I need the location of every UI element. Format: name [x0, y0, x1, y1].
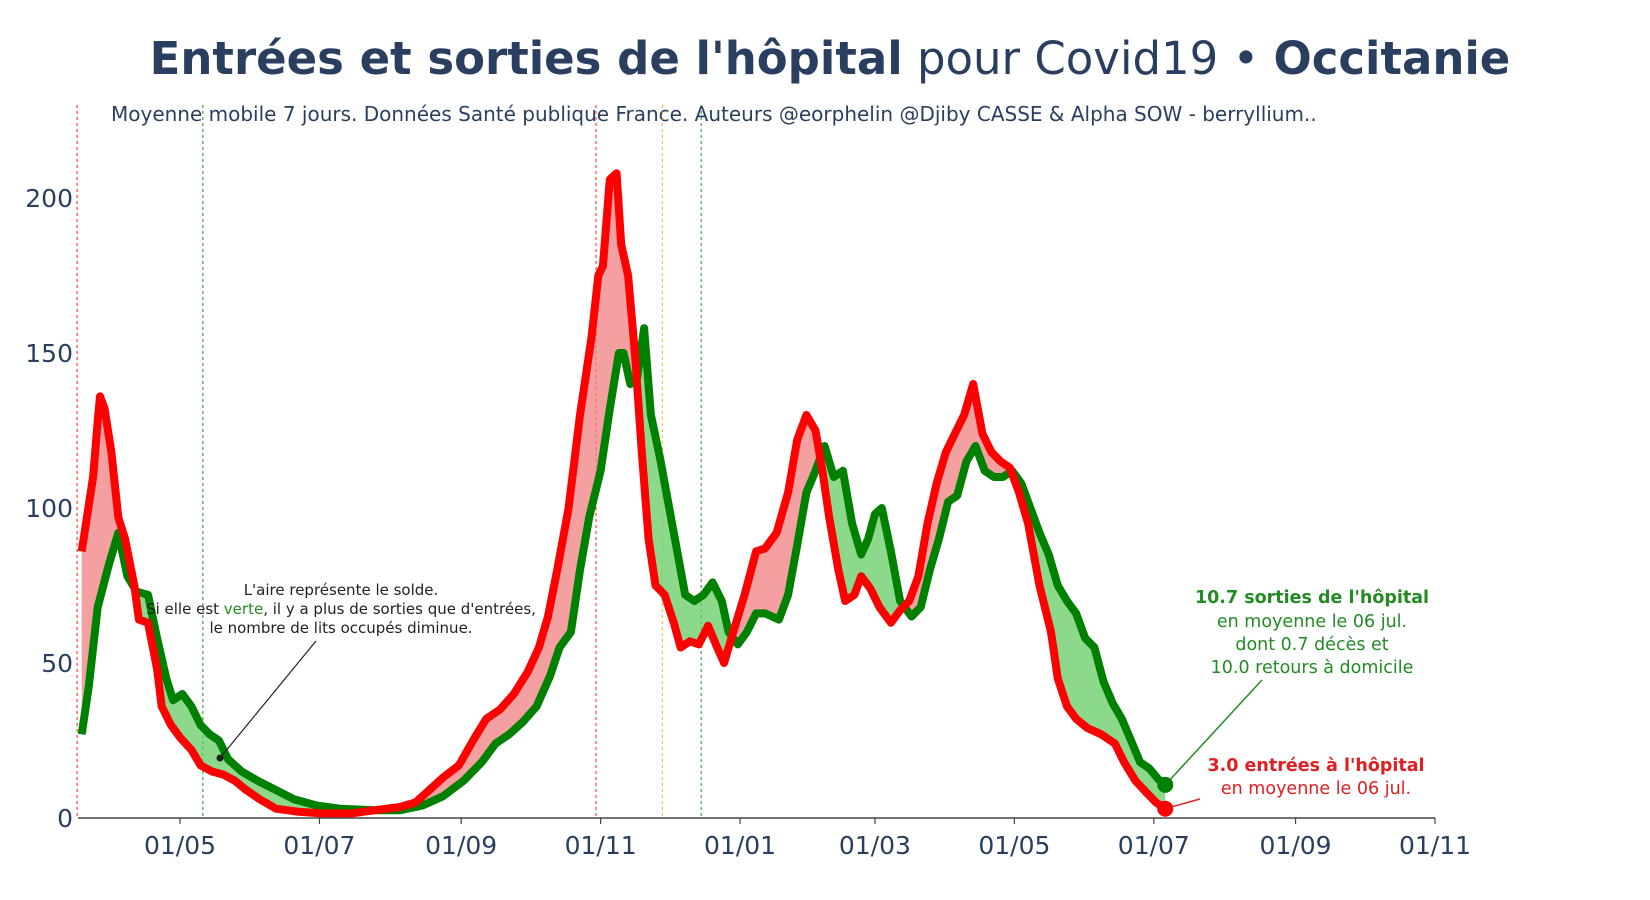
x-tick-label-7: 01/07 [1118, 831, 1190, 860]
entrees-annotation: 3.0 entrées à l'hôpital en moyenne le 06… [1165, 756, 1425, 810]
sorties-annotation-arrow [1164, 679, 1263, 786]
solde-annotation-line3: le nombre de lits occupés diminue. [209, 619, 472, 637]
y-tick-label-4: 200 [25, 184, 73, 213]
series-lines [77, 169, 1168, 818]
solde-fill-green-3 [634, 328, 734, 663]
sorties-annotation-line4: 10.0 retours à domicile [1211, 658, 1414, 678]
x-tick-label-5: 01/03 [839, 831, 911, 860]
entrees-line [77, 169, 1168, 818]
entrees-end-marker [1157, 800, 1174, 817]
y-tick-label-1: 50 [41, 649, 73, 678]
x-tick-label-0: 01/05 [144, 831, 216, 860]
solde-fill-red-2 [372, 173, 638, 811]
x-axis-ticks: 01/05 01/07 01/09 01/11 01/01 01/03 01/05 01/07… [144, 818, 1471, 860]
x-tick-label-8: 01/09 [1260, 831, 1332, 860]
solde-annotation-line1: L'aire représente le solde. [244, 581, 439, 599]
entrees-annotation-line2: en moyenne le 06 jul. [1221, 779, 1411, 799]
x-tick-label-9: 01/11 [1399, 831, 1471, 860]
y-tick-label-3: 150 [25, 339, 73, 368]
sorties-annotation-line1: 10.7 sorties de l'hôpital [1195, 588, 1429, 608]
solde-annotation-dot [216, 754, 224, 762]
y-tick-label-2: 100 [25, 494, 73, 523]
end-markers [1157, 776, 1174, 817]
sorties-end-marker [1157, 776, 1174, 793]
x-tick-label-2: 01/09 [425, 831, 497, 860]
chart-subtitle: Moyenne mobile 7 jours. Données Santé pu… [111, 102, 1317, 126]
sorties-line [77, 324, 1168, 815]
solde-annotation-line2: Si elle est verte, il y a plus de sortie… [146, 600, 536, 618]
y-tick-label-0: 0 [57, 804, 73, 833]
solde-fill-red-4 [730, 415, 823, 645]
x-tick-label-4: 01/01 [704, 831, 776, 860]
title-region: Occitanie [1273, 32, 1511, 85]
y-axis-ticks: 0 50 100 150 200 [25, 184, 73, 833]
x-tick-label-6: 01/05 [978, 831, 1050, 860]
sorties-annotation: 10.7 sorties de l'hôpital en moyenne le … [1164, 588, 1429, 786]
sorties-annotation-line3: dont 0.7 décès et [1235, 635, 1388, 655]
solde-annotation: L'aire représente le solde. Si elle est … [146, 581, 536, 762]
title-regular: pour Covid19 • [916, 32, 1260, 85]
x-tick-label-3: 01/11 [565, 831, 637, 860]
title-bold: Entrées et sorties de l'hôpital [149, 32, 903, 85]
entrees-annotation-line1: 3.0 entrées à l'hôpital [1207, 756, 1424, 776]
x-tick-label-1: 01/07 [283, 831, 355, 860]
solde-annotation-arrow [219, 640, 317, 759]
chart-title: Entrées et sorties de l'hôpital pour Cov… [0, 32, 1650, 85]
sorties-annotation-line2: en moyenne le 06 jul. [1217, 612, 1407, 632]
